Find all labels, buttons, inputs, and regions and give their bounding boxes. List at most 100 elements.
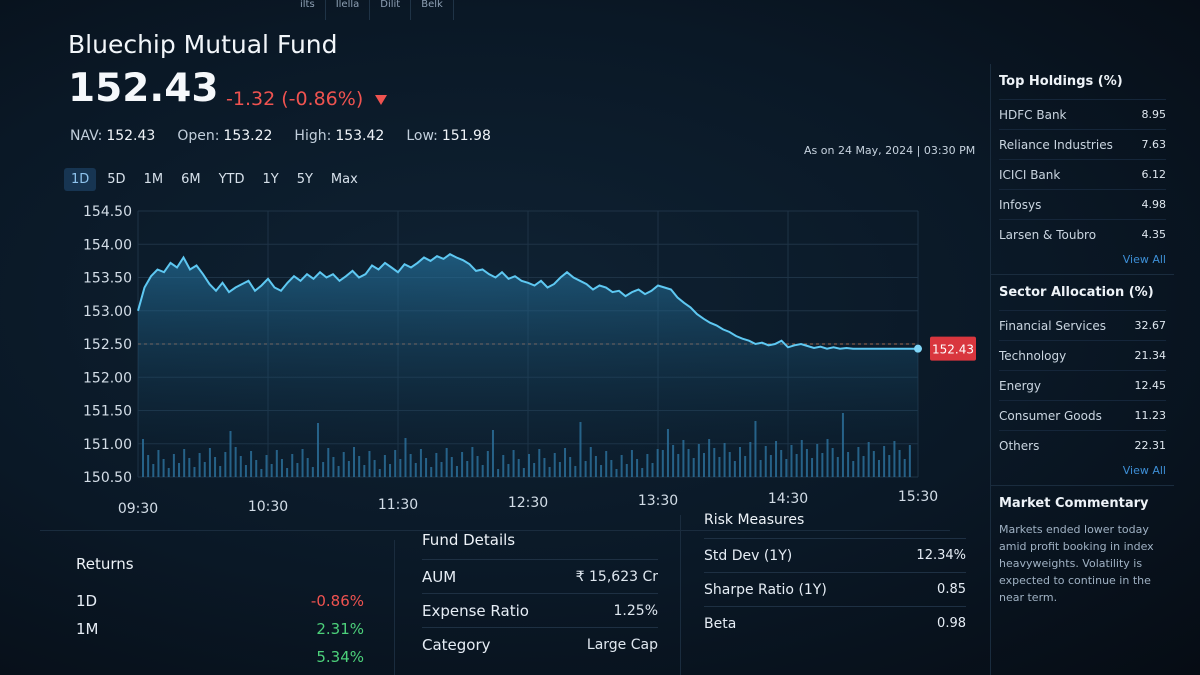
volume-bar (764, 446, 767, 477)
volume-bar (234, 447, 237, 477)
range-tab-5y[interactable]: 5Y (296, 172, 313, 187)
volume-bar (759, 460, 762, 477)
sector-row[interactable]: Energy 12.45 (999, 370, 1166, 400)
holding-row[interactable]: ICICI Bank 6.12 (999, 159, 1166, 189)
volume-bar (692, 458, 695, 477)
down-arrow-icon (375, 94, 388, 105)
range-tab-6m[interactable]: 6M (181, 172, 201, 187)
range-tab-max[interactable]: Max (330, 172, 358, 187)
volume-bar (327, 448, 330, 477)
volume-bar (466, 461, 469, 477)
volume-bar (821, 453, 824, 477)
volume-bar (553, 453, 556, 477)
stat-high: High: 153.42 (294, 128, 384, 144)
top-nav-item[interactable]: Ilella (326, 0, 371, 20)
volume-bar (543, 458, 546, 477)
stat-value: 151.98 (441, 128, 491, 144)
sector-allocation-title: Sector Allocation (%) (999, 285, 1154, 300)
top-holdings-title: Top Holdings (%) (999, 74, 1123, 89)
price-change-value: -1.32 (-0.86%) (226, 88, 364, 110)
volume-bar (260, 469, 263, 477)
range-tab-1m[interactable]: 1M (143, 172, 164, 187)
view-all-sectors-link[interactable]: View All (1122, 464, 1166, 477)
volume-bar (522, 468, 525, 477)
volume-bar (394, 450, 397, 477)
stat-value: 152.43 (106, 128, 156, 144)
volume-bar (528, 454, 530, 477)
range-tab-5d[interactable]: 5D (107, 172, 126, 187)
stat-low: Low: 151.98 (406, 128, 491, 144)
volume-bar (162, 459, 165, 477)
sector-row[interactable]: Technology 21.34 (999, 340, 1166, 370)
volume-bar (389, 464, 392, 477)
top-nav-item[interactable]: ilts (290, 0, 326, 20)
volume-bar (908, 445, 911, 477)
volume-bar (497, 469, 500, 477)
range-tab-ytd[interactable]: YTD (218, 172, 245, 187)
volume-bar (435, 453, 438, 477)
top-nav-item[interactable]: Dilit (370, 0, 412, 20)
volume-bar (677, 454, 680, 477)
volume-bar (718, 457, 721, 477)
sector-row[interactable]: Financial Services 32.67 (999, 310, 1166, 340)
volume-bar (368, 451, 371, 477)
volume-bar (574, 466, 577, 477)
volume-bar (852, 461, 855, 477)
volume-bar (651, 463, 654, 477)
holding-row[interactable]: Infosys 4.98 (999, 189, 1166, 219)
returns-period: 1M (76, 620, 99, 638)
volume-bar (270, 464, 273, 477)
volume-bar (538, 449, 541, 477)
x-tick-label: 09:30 (118, 501, 158, 517)
returns-panel: Returns 1D -0.86% 1M 2.31% 5.34% (76, 555, 364, 671)
volume-bar (342, 452, 345, 477)
volume-bar (630, 450, 633, 477)
volume-bar (872, 451, 875, 477)
y-tick-label: 150.50 (83, 470, 132, 486)
risk-row: Std Dev (1Y) 12.34% (704, 538, 966, 572)
top-nav-item[interactable]: Belk (411, 0, 454, 20)
sector-row[interactable]: Others 22.31 (999, 430, 1166, 460)
volume-bar (147, 455, 150, 477)
volume-bar (486, 451, 489, 477)
volume-bar (831, 448, 834, 477)
sector-row[interactable]: Consumer Goods 11.23 (999, 400, 1166, 430)
risk-measures-panel: Risk Measures Std Dev (1Y) 12.34% Sharpe… (704, 512, 966, 640)
holding-weight: 7.63 (1141, 138, 1167, 151)
volume-bar (306, 458, 309, 477)
holding-row[interactable]: Reliance Industries 7.63 (999, 129, 1166, 159)
volume-bar (471, 447, 474, 477)
volume-bar (157, 450, 160, 477)
volume-bar (672, 445, 675, 477)
volume-bar (877, 460, 880, 477)
fund-detail-row: Expense Ratio 1.25% (422, 593, 658, 627)
range-tab-1y[interactable]: 1Y (262, 172, 279, 187)
price-chart[interactable]: 154.50 154.00 153.50 153.00 152.50 152.00 151.… (60, 195, 980, 525)
stat-label: High: (294, 128, 332, 144)
risk-label: Sharpe Ratio (1Y) (704, 581, 827, 598)
volume-bar (476, 456, 479, 477)
range-tab-1d[interactable]: 1D (64, 168, 97, 191)
y-tick-label: 151.00 (83, 437, 132, 453)
holding-row[interactable]: Larsen & Toubro 4.35 (999, 219, 1166, 249)
volume-bar (682, 440, 685, 477)
volume-bar (605, 451, 608, 477)
volume-bar (178, 463, 181, 477)
holding-name: HDFC Bank (999, 107, 1067, 122)
volume-bar (739, 447, 742, 477)
volume-bar (893, 441, 896, 477)
market-commentary-card: Market Commentary Markets ended lower to… (991, 486, 1174, 614)
volume-bar (353, 447, 356, 477)
volume-bar (754, 421, 757, 477)
x-tick-label: 14:30 (768, 491, 808, 507)
volume-bar (826, 439, 829, 477)
view-all-holdings-link[interactable]: View All (1122, 253, 1166, 266)
stat-open: Open: 153.22 (177, 128, 272, 144)
volume-bar (311, 467, 314, 477)
volume-bar (450, 457, 453, 477)
volume-bar (296, 463, 299, 477)
volume-bar (666, 429, 669, 477)
returns-value: 2.31% (316, 620, 364, 638)
fund-detail-row: Category Large Cap (422, 627, 658, 661)
holding-row[interactable]: HDFC Bank 8.95 (999, 99, 1166, 129)
